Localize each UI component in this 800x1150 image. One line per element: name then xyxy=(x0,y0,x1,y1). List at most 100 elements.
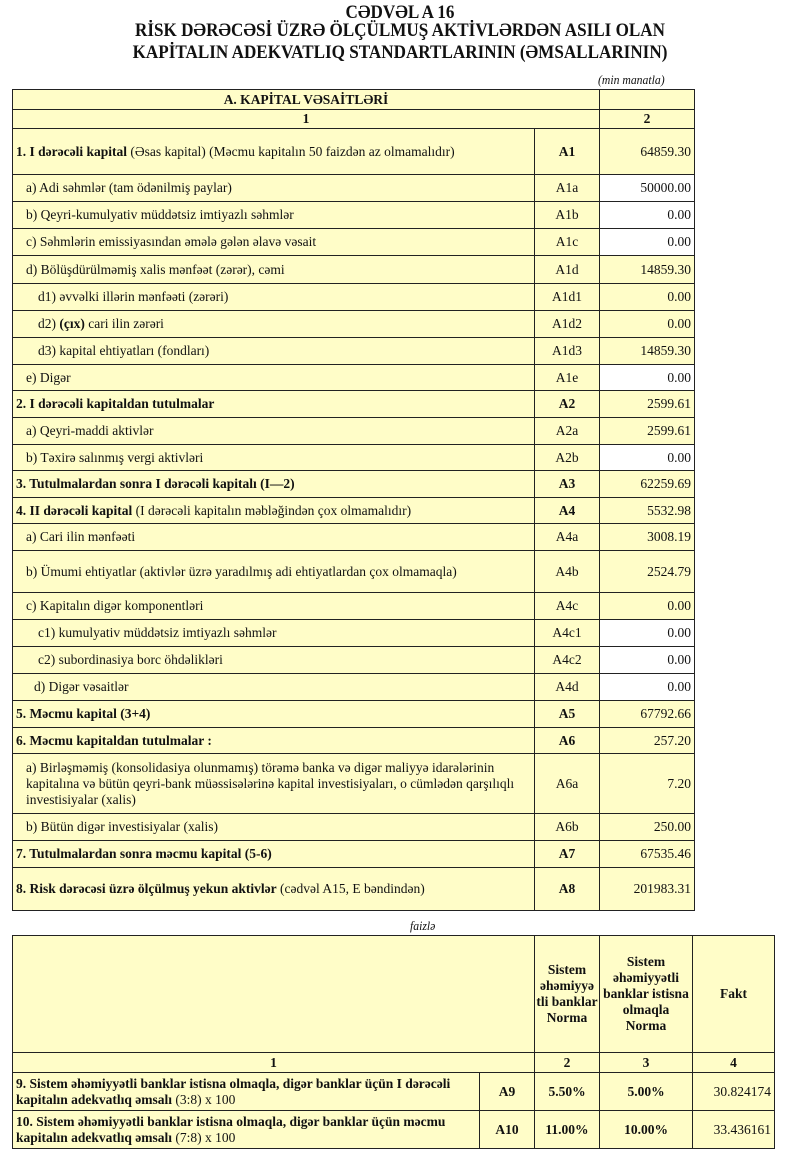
row-code: A1c xyxy=(534,228,600,256)
row-value[interactable]: 0.00 xyxy=(599,673,695,701)
row-value: 14859.30 xyxy=(599,337,695,365)
row-code: A2b xyxy=(534,444,600,471)
row-label: d) Bölüşdürülməmiş xalis mənfəət (zərər)… xyxy=(12,255,535,284)
table-row: d) Bölüşdürülməmiş xalis mənfəət (zərər)… xyxy=(12,255,695,284)
ratio-label: 10. Sistem əhəmiyyətli banklar istisna o… xyxy=(12,1110,480,1149)
ratio-code: A10 xyxy=(479,1110,535,1149)
row-code: A2a xyxy=(534,417,600,445)
row-code: A5 xyxy=(534,700,600,728)
table-row: 8. Risk dərəcəsi üzrə ölçülmuş yekun akt… xyxy=(12,867,695,911)
row-label-text: 5. Məcmu kapital (3+4) xyxy=(16,706,151,721)
row-code: A1b xyxy=(534,201,600,229)
page-title-line-2: KAPİTALIN ADEKVATLIQ STANDARTLARININ (ƏM… xyxy=(132,42,668,63)
row-label: 5. Məcmu kapital (3+4) xyxy=(12,700,535,728)
table-row: 6. Məcmu kapitaldan tutulmalar : A6 257.20 xyxy=(12,727,695,754)
row-label-text: a) Birləşməmiş (konsolidasiya olunmamış)… xyxy=(26,759,515,807)
ratio-label-text: 10. Sistem əhəmiyyətli banklar istisna o… xyxy=(16,1113,446,1145)
fakt-value: 33.436161 xyxy=(692,1110,775,1149)
row-value[interactable]: 0.00 xyxy=(599,228,695,256)
header-other-norm: Sistem əhəmiyyətli banklar istisna olmaq… xyxy=(599,935,693,1053)
row-label-text: (çıx) xyxy=(59,316,85,331)
section-title-blank xyxy=(599,89,695,110)
row-value: 250.00 xyxy=(599,813,695,841)
row-value[interactable]: 0.00 xyxy=(599,201,695,229)
row-code: A4c2 xyxy=(534,646,600,674)
row-value[interactable]: 0.00 xyxy=(599,364,695,391)
table-row: d1) əvvəlki illərin mənfəəti (zərəri) A1d… xyxy=(12,283,695,311)
row-label: 2. I dərəcəli kapitaldan tutulmalar xyxy=(12,390,535,418)
norm-other: 10.00% xyxy=(599,1110,693,1149)
row-label: 4. II dərəcəli kapital (I dərəcəli kapit… xyxy=(12,497,535,524)
row-label: 3. Tutulmalardan sonra I dərəcəli kapita… xyxy=(12,470,535,498)
row-label-text: d) Bölüşdürülməmiş xalis mənfəət (zərər)… xyxy=(26,261,285,277)
row-code: A8 xyxy=(534,867,600,911)
fakt-value: 30.824174 xyxy=(692,1072,775,1111)
section-header-row: A. KAPİTAL VƏSAİTLƏRİ xyxy=(12,89,695,110)
row-label: 8. Risk dərəcəsi üzrə ölçülmuş yekun akt… xyxy=(12,867,535,911)
table-row: a) Adi səhmlər (tam ödənilmiş paylar) A1a… xyxy=(12,174,695,202)
norm-systemic: 5.50% xyxy=(534,1072,600,1111)
row-label-text: 6. Məcmu kapitaldan tutulmalar : xyxy=(16,732,212,748)
row-label: d1) əvvəlki illərin mənfəəti (zərəri) xyxy=(12,283,535,311)
row-value: 64859.30 xyxy=(599,128,695,175)
column-number: 1 xyxy=(12,1052,535,1073)
row-label: c) Kapitalın digər komponentləri xyxy=(12,592,535,620)
table-row: a) Cari ilin mənfəəti A4a 3008.19 xyxy=(12,523,695,551)
column-number: 2 xyxy=(599,109,695,129)
row-value: 257.20 xyxy=(599,727,695,754)
row-label-text: e) Digər xyxy=(26,369,71,385)
row-code: A1e xyxy=(534,364,600,391)
row-code: A1a xyxy=(534,174,600,202)
row-value[interactable]: 0.00 xyxy=(599,619,695,647)
row-value[interactable]: 0.00 xyxy=(599,646,695,674)
row-label-text: (I dərəcəli kapitalın məbləğindən çox ol… xyxy=(132,502,412,518)
row-label: b) Bütün digər investisiyalar (xalis) xyxy=(12,813,535,841)
row-value: 67792.66 xyxy=(599,700,695,728)
row-label-text: 7. Tutulmalardan sonra məcmu kapital (5-… xyxy=(16,846,272,861)
row-label-text: d) Digər vəsaitlər xyxy=(34,679,129,694)
row-code: A1d xyxy=(534,255,600,284)
row-label-text: d3) kapital ehtiyatları (fondları) xyxy=(38,343,210,358)
row-label: c2) subordinasiya borc öhdəlikləri xyxy=(12,646,535,674)
row-label-text: d1) əvvəlki illərin mənfəəti (zərəri) xyxy=(38,289,229,304)
row-label: a) Qeyri-maddi aktivlər xyxy=(12,417,535,445)
page-title-line-1: RİSK DƏRƏCƏSİ ÜZRƏ ÖLÇÜLMUŞ AKTİVLƏRDƏN … xyxy=(134,20,665,41)
ratio-label-text: (3:8) x 100 xyxy=(172,1091,236,1107)
row-code: A1d3 xyxy=(534,337,600,365)
percent-unit-label: faizlə xyxy=(410,918,436,933)
ratio-row: 9. Sistem əhəmiyyətli banklar istisna ol… xyxy=(12,1072,775,1111)
row-label-text: a) Adi səhmlər (tam ödənilmiş paylar) xyxy=(26,180,232,195)
row-label: b) Ümumi ehtiyatlar (aktivlər üzrə yarad… xyxy=(12,550,535,593)
column-number: 4 xyxy=(692,1052,775,1073)
row-label: d3) kapital ehtiyatları (fondları) xyxy=(12,337,535,365)
row-label-text: cari ilin zərəri xyxy=(84,316,164,331)
row-value: 14859.30 xyxy=(599,255,695,284)
row-label-text: 3. Tutulmalardan sonra I dərəcəli kapita… xyxy=(16,476,295,491)
table-row: 5. Məcmu kapital (3+4) A5 67792.66 xyxy=(12,700,695,728)
row-label-text: (cədvəl A15, E bəndindən) xyxy=(276,881,425,896)
ratio-label-text: 9. Sistem əhəmiyyətli banklar istisna ol… xyxy=(16,1075,451,1107)
table-row: 2. I dərəcəli kapitaldan tutulmalar A2 259… xyxy=(12,390,695,418)
row-value[interactable]: 50000.00 xyxy=(599,174,695,202)
table-row: a) Birləşməmiş (konsolidasiya olunmamış)… xyxy=(12,753,695,814)
row-code: A2 xyxy=(534,390,600,418)
table-number: CƏDVƏL A 16 xyxy=(345,2,455,23)
row-label-text: 2. I dərəcəli kapitaldan tutulmalar xyxy=(16,396,215,411)
row-label: 7. Tutulmalardan sonra məcmu kapital (5-… xyxy=(12,840,535,868)
row-code: A1d2 xyxy=(534,310,600,338)
row-label-text: c2) subordinasiya borc öhdəlikləri xyxy=(38,652,223,667)
row-value: 2524.79 xyxy=(599,550,695,593)
row-label-text: b) Bütün digər investisiyalar (xalis) xyxy=(26,819,218,834)
table-row: 3. Tutulmalardan sonra I dərəcəli kapita… xyxy=(12,470,695,498)
row-code: A4d xyxy=(534,673,600,701)
row-label: b) Təxirə salınmış vergi aktivləri xyxy=(12,444,535,471)
row-value: 2599.61 xyxy=(599,390,695,418)
row-label: a) Adi səhmlər (tam ödənilmiş paylar) xyxy=(12,174,535,202)
ratio-column-number-row: 1 2 3 4 xyxy=(12,1052,775,1073)
row-value[interactable]: 0.00 xyxy=(599,444,695,471)
row-code: A4c1 xyxy=(534,619,600,647)
norm-systemic: 11.00% xyxy=(534,1110,600,1149)
table-row: a) Qeyri-maddi aktivlər A2a 2599.61 xyxy=(12,417,695,445)
ratio-label: 9. Sistem əhəmiyyətli banklar istisna ol… xyxy=(12,1072,480,1111)
row-value: 3008.19 xyxy=(599,523,695,551)
